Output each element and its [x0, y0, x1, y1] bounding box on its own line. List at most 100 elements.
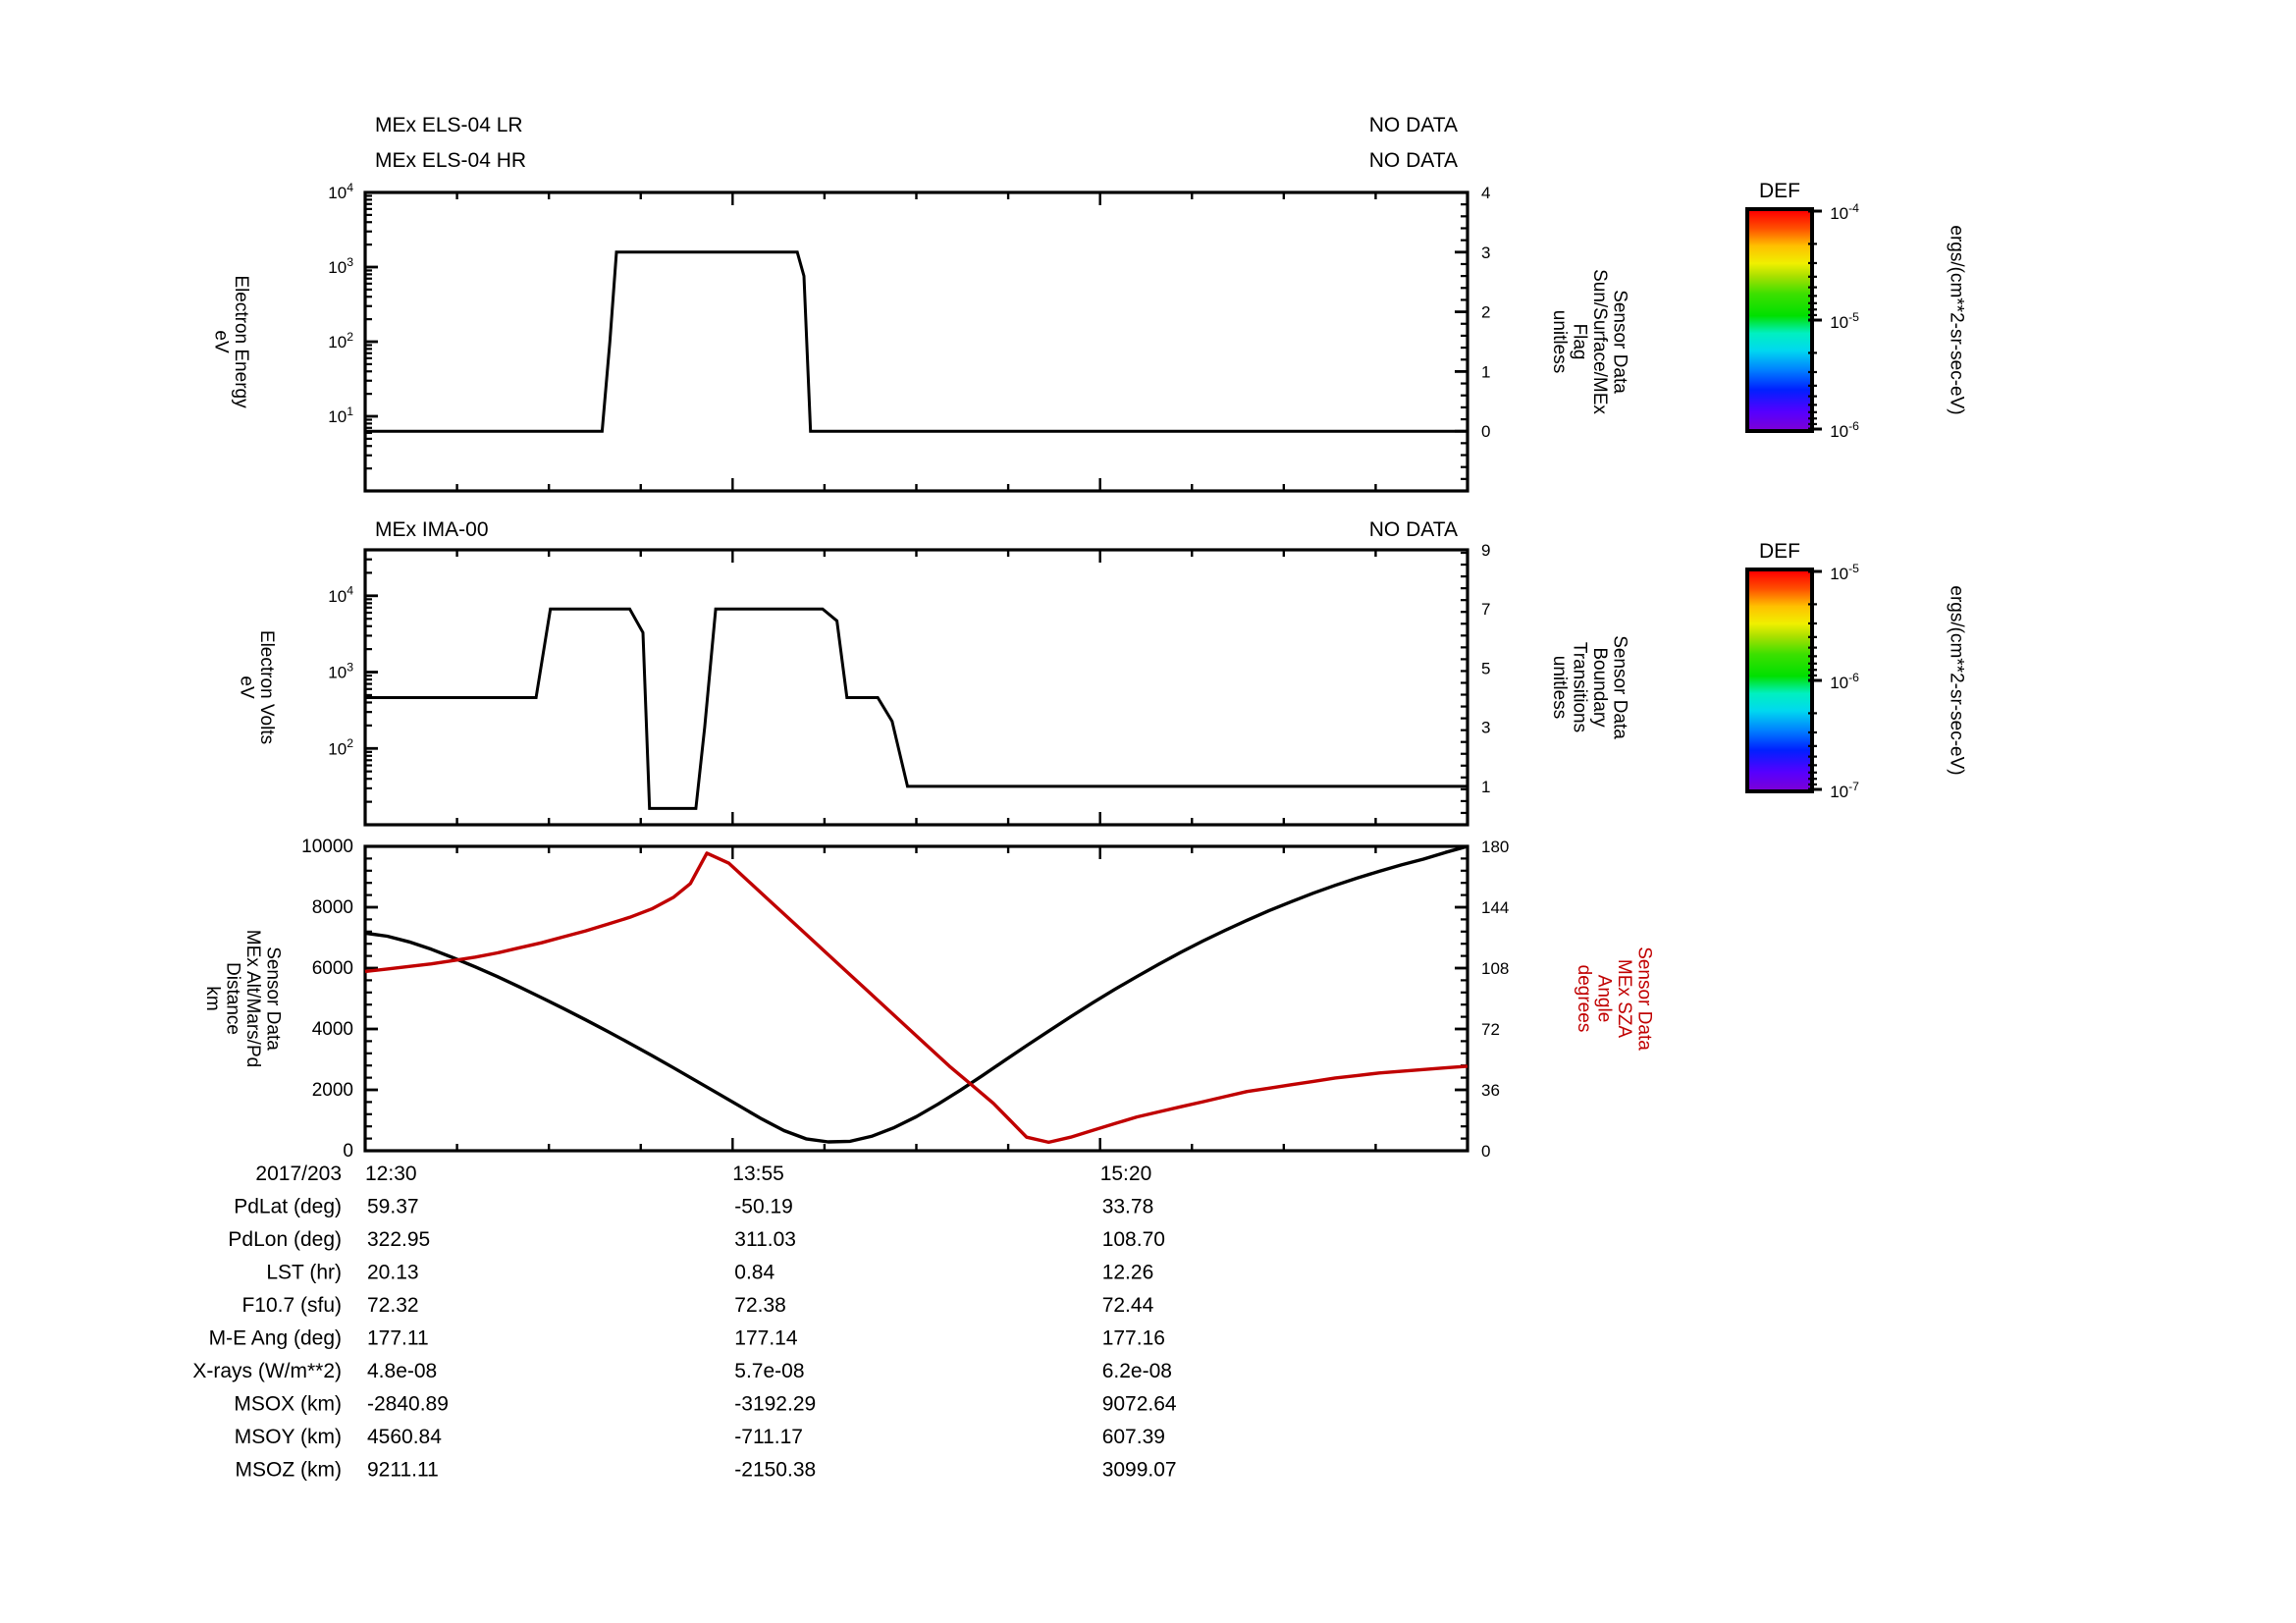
colorbar-title: DEF: [1759, 180, 1800, 202]
panel-els-title-hr: MEx ELS-04 HR: [375, 149, 526, 172]
info-row-value: 0.84: [734, 1262, 774, 1284]
y-tick-label-right: 36: [1481, 1081, 1500, 1100]
y-tick-label-right: 0: [1481, 1142, 1490, 1161]
y-tick-label-left: 104: [328, 181, 353, 202]
panel-alt-sza[interactable]: 0 2000 4000 6000 8000 10000 0 36 72 108 144 180 Sens…: [202, 837, 1655, 1162]
info-row-label: 2017/203: [255, 1163, 342, 1185]
y-tick-label-right: 1: [1481, 778, 1490, 796]
y-tick-label-right: 9: [1481, 541, 1490, 560]
panel3-trace-altitude: [364, 844, 1468, 1144]
y-tick-label-left: 4000: [312, 1019, 353, 1040]
time-tick-label: 13:55: [732, 1163, 784, 1185]
info-row-value: 108.70: [1102, 1228, 1165, 1251]
colorbar-label-bottom: 10-6: [1830, 419, 1859, 441]
info-row-label: X-rays (W/m**2): [192, 1360, 342, 1382]
info-row-value: 72.38: [734, 1294, 786, 1317]
y-tick-label-right: 108: [1481, 959, 1509, 978]
axis-label-line: ergs/(cm**2-sr-sec-eV): [1947, 225, 1967, 414]
colorbar-label-top: 10-4: [1830, 201, 1859, 223]
y-tick-label-left: 103: [328, 660, 353, 681]
axis-label-line: km: [202, 986, 223, 1010]
info-row-value: 9211.11: [367, 1459, 439, 1482]
info-row-label: LST (hr): [266, 1262, 342, 1284]
colorbar-ima[interactable]: DEF 10-5 10-6 10-7 ergs/(cm**2-sr-sec-eV): [1745, 540, 1967, 801]
y-tick-label-right: 7: [1481, 600, 1490, 619]
panel-els-trace: [365, 250, 1468, 433]
panel-ima-trace: [365, 607, 1468, 810]
info-row-value: 72.32: [367, 1294, 419, 1317]
info-row-label: MSOX (km): [234, 1393, 342, 1416]
colorbar-unit-label: ergs/(cm**2-sr-sec-eV): [1947, 585, 1967, 775]
axis-label-line: Electron Energy: [231, 275, 251, 408]
panel-ima-nodata: NO DATA: [1369, 518, 1458, 541]
panel-frame: [363, 844, 1469, 1153]
panel-frame: [363, 190, 1469, 493]
y-tick-label-right: 144: [1481, 898, 1509, 917]
info-row-value: -2150.38: [734, 1459, 816, 1482]
y-tick-label-right: 3: [1481, 719, 1490, 737]
y-tick-label-left: 101: [328, 405, 353, 426]
axis-label-line: Angle: [1593, 975, 1614, 1023]
info-row-value: 607.39: [1102, 1426, 1165, 1448]
axis-label-line: eV: [236, 676, 256, 699]
info-row-value: 3099.07: [1102, 1459, 1177, 1482]
y-tick-label-left: 2000: [312, 1080, 353, 1101]
y-tick-label-right: 2: [1481, 303, 1490, 322]
y-tick-label-right: 5: [1481, 659, 1490, 677]
info-row-value: 322.95: [367, 1228, 430, 1251]
info-row-value: -711.17: [734, 1426, 803, 1448]
panel-els-nodata-hr: NO DATA: [1369, 149, 1458, 172]
axis-label-line: Sensor Data: [262, 947, 283, 1051]
colorbar-label-bottom: 10-7: [1830, 780, 1859, 801]
y-tick-label-right: 72: [1481, 1020, 1500, 1039]
colorbar-gradient: [1749, 211, 1810, 429]
time-axis[interactable]: 12:30 13:55 15:20: [365, 1163, 1151, 1185]
colorbar-label-top: 10-5: [1830, 562, 1859, 583]
panel-els-nodata-lr: NO DATA: [1369, 114, 1458, 136]
axis-label-line: unitless: [1549, 656, 1570, 719]
colorbar-unit-label: ergs/(cm**2-sr-sec-eV): [1947, 225, 1967, 414]
info-table[interactable]: 2017/203 PdLat (deg) 59.37 -50.19 33.78 PdLon…: [192, 1163, 1177, 1482]
info-row-label: F10.7 (sfu): [241, 1294, 342, 1317]
y-tick-label-right: 4: [1481, 184, 1490, 202]
info-row-value: 59.37: [367, 1196, 419, 1218]
info-row-value: 33.78: [1102, 1196, 1154, 1218]
panel-els[interactable]: MEx ELS-04 LR MEx ELS-04 HR NO DATA NO DATA…: [210, 114, 1630, 493]
info-row-value: -2840.89: [367, 1393, 449, 1416]
axis-label-line: MEx SZA: [1614, 959, 1634, 1039]
colorbar-label-mid: 10-6: [1830, 671, 1859, 692]
info-row-value: 177.16: [1102, 1327, 1165, 1350]
axis-label-line: unitless: [1549, 310, 1570, 373]
info-row-label: M-E Ang (deg): [209, 1327, 342, 1350]
info-row-value: -50.19: [734, 1196, 793, 1218]
axis-label-line: Distance: [222, 962, 242, 1035]
y-tick-label-right: 180: [1481, 838, 1509, 856]
info-row-value: 177.11: [367, 1327, 429, 1350]
axis-label-line: eV: [210, 330, 231, 353]
info-row-label: PdLat (deg): [234, 1196, 342, 1218]
info-row-label: MSOZ (km): [236, 1459, 342, 1482]
axis-label-line: Sensor Data: [1609, 290, 1629, 394]
y-tick-label-left: 0: [343, 1141, 353, 1162]
y-tick-label-left: 104: [328, 584, 353, 606]
panel-ima-title: MEx IMA-00: [375, 518, 489, 541]
info-row-value: 4.8e-08: [367, 1360, 437, 1382]
axis-label-line: Sensor Data: [1633, 947, 1654, 1051]
info-row-value: 72.44: [1102, 1294, 1154, 1317]
y-tick-label-left: 102: [328, 736, 353, 758]
y-tick-label-right: 0: [1481, 422, 1490, 441]
panel-frame: [363, 548, 1469, 827]
info-row-value: 311.03: [734, 1228, 796, 1251]
colorbar-els[interactable]: DEF 10-4 10-5 10-6 ergs/(cm**2-sr-sec-eV): [1745, 180, 1967, 441]
info-row-label: PdLon (deg): [228, 1228, 342, 1251]
colorbar-gradient: [1749, 571, 1810, 789]
panel-ima[interactable]: MEx IMA-00 NO DATA 102 103 104 1 3 5 7 9 Electron …: [236, 518, 1629, 827]
colorbar-title: DEF: [1759, 540, 1800, 563]
y-tick-label-left: 10000: [301, 837, 353, 857]
